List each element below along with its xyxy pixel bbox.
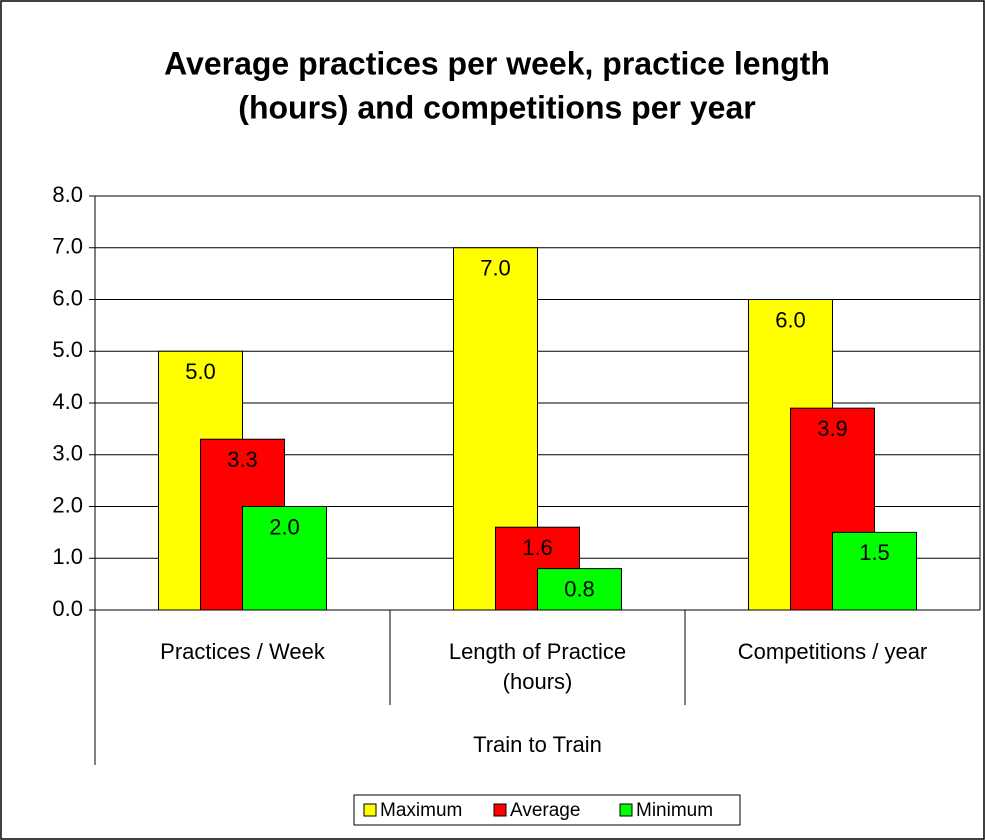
legend-label: Maximum — [380, 800, 462, 821]
x-tick-label: Length of Practice (hours) — [448, 639, 627, 694]
bar — [537, 568, 622, 611]
x-tick-label: Competitions / year — [737, 639, 928, 664]
legend-swatch — [619, 803, 633, 817]
y-tick-label: 8.0 — [52, 182, 83, 207]
data-label: 6.0 — [775, 307, 806, 332]
legend-swatch — [363, 803, 377, 817]
y-tick-label: 3.0 — [52, 441, 83, 466]
legend-box — [353, 794, 741, 826]
chart-title: Average practices per week, practice len… — [164, 45, 830, 81]
data-label: 1.5 — [859, 540, 890, 565]
y-tick-label: 4.0 — [52, 389, 83, 414]
data-label: 3.9 — [817, 416, 848, 441]
y-tick-label: 6.0 — [52, 285, 83, 310]
chart-title: (hours) and competitions per year — [238, 89, 755, 125]
x-group-label: Train to Train — [473, 732, 602, 757]
bar — [832, 531, 917, 611]
y-tick-label: 1.0 — [52, 544, 83, 569]
legend-swatch — [493, 803, 507, 817]
legend-label: Average — [510, 800, 580, 821]
data-label: 1.6 — [522, 535, 553, 560]
data-label: 2.0 — [269, 514, 300, 539]
y-tick-label: 2.0 — [52, 492, 83, 517]
y-tick-label: 5.0 — [52, 337, 83, 362]
data-label: 0.8 — [564, 576, 595, 601]
x-tick-label: Practices / Week — [160, 639, 325, 664]
bar — [242, 506, 327, 611]
data-label: 7.0 — [480, 256, 511, 281]
data-label: 5.0 — [185, 359, 216, 384]
data-label: 3.3 — [227, 447, 258, 472]
y-tick-label: 7.0 — [52, 234, 83, 259]
legend-label: Minimum — [636, 800, 713, 821]
y-tick-label: 0.0 — [52, 596, 83, 621]
